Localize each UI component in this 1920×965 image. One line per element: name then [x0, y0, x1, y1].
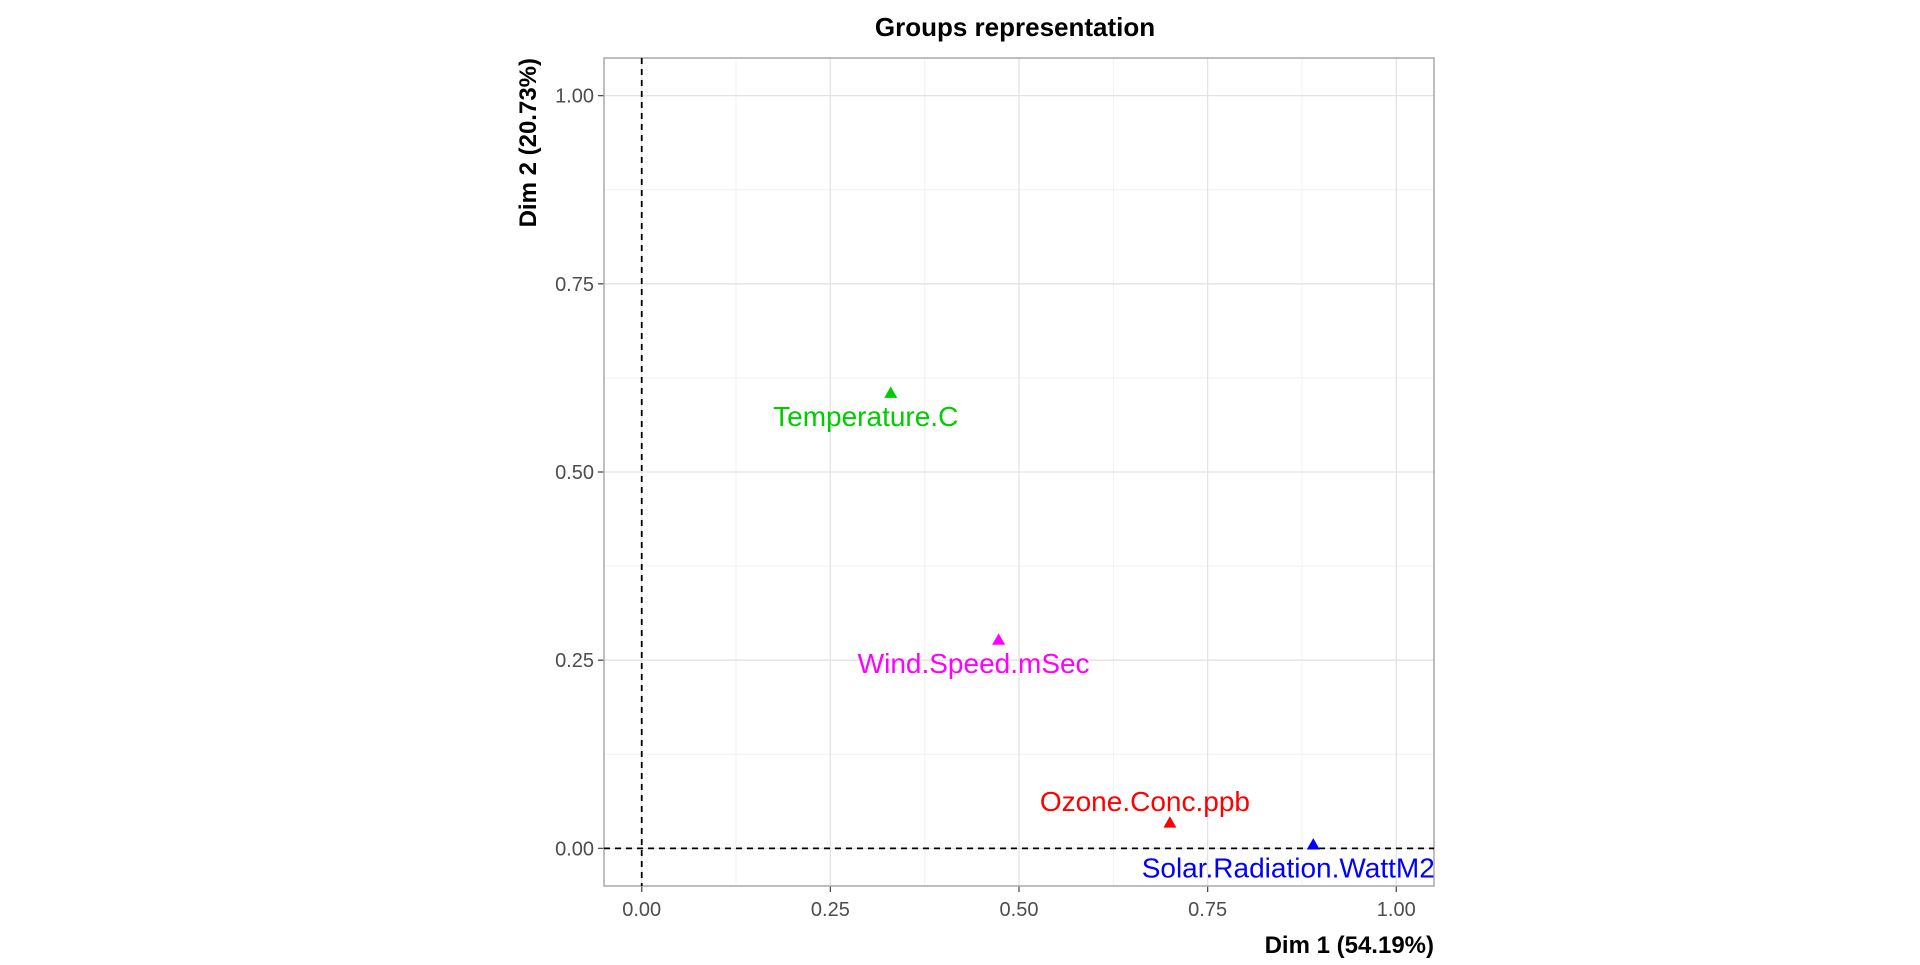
point-label: Wind.Speed.mSec	[858, 648, 1090, 679]
y-tick-label: 0.50	[555, 462, 594, 484]
y-tick-label: 0.75	[555, 274, 594, 296]
x-tick-label: 0.50	[1000, 899, 1039, 921]
x-tick-label: 0.75	[1188, 899, 1227, 921]
data-point	[884, 386, 898, 398]
y-tick-label: 0.25	[555, 650, 594, 672]
point-label: Solar.Radiation.WattM2	[1142, 853, 1435, 884]
y-tick-label: 1.00	[555, 86, 594, 108]
point-label: Temperature.C	[773, 401, 958, 432]
data-point	[992, 633, 1006, 645]
chart-title: Groups representation	[875, 12, 1155, 42]
x-tick-label: 0.25	[811, 899, 850, 921]
x-tick-label: 0.00	[622, 899, 661, 921]
data-point	[1306, 838, 1320, 850]
point-label: Ozone.Conc.ppb	[1040, 786, 1250, 817]
data-point	[1163, 816, 1177, 828]
x-tick-label: 1.00	[1377, 899, 1416, 921]
plot-border	[603, 57, 1435, 887]
y-axis-title: Dim 2 (20.73%)	[515, 58, 542, 227]
y-tick-label: 0.00	[555, 838, 594, 860]
x-axis-title: Dim 1 (54.19%)	[1265, 932, 1434, 959]
